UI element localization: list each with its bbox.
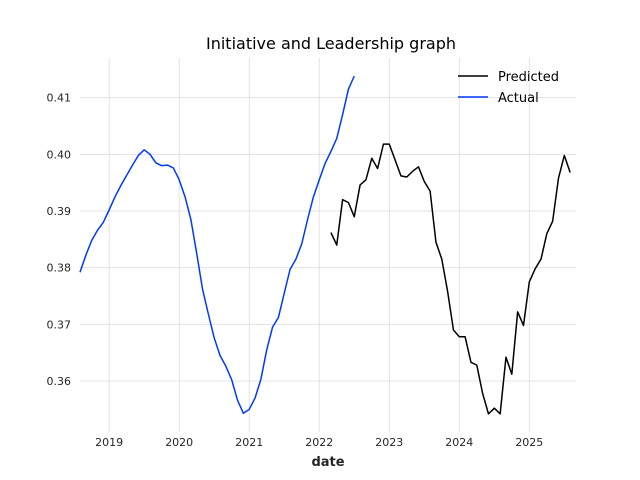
y-axis-ticks: 0.36 0.37 0.38 0.39 0.40 0.41 bbox=[47, 92, 72, 388]
x-tick-label: 2021 bbox=[235, 436, 263, 449]
x-tick-label: 2023 bbox=[375, 436, 403, 449]
legend: Predicted Actual bbox=[458, 70, 559, 106]
y-tick-label: 0.37 bbox=[47, 318, 72, 331]
legend-label-actual: Actual bbox=[498, 91, 539, 106]
x-tick-label: 2025 bbox=[515, 436, 543, 449]
x-axis-ticks: 2019 2020 2021 2022 2023 2024 2025 bbox=[95, 436, 543, 449]
x-tick-label: 2022 bbox=[305, 436, 333, 449]
y-tick-label: 0.36 bbox=[47, 375, 72, 388]
x-axis-label: date bbox=[311, 455, 344, 470]
x-tick-label: 2020 bbox=[165, 436, 193, 449]
series-line-actual bbox=[79, 75, 355, 415]
y-tick-label: 0.38 bbox=[47, 262, 72, 275]
y-tick-label: 0.41 bbox=[47, 92, 72, 105]
y-tick-label: 0.39 bbox=[47, 205, 72, 218]
legend-label-predicted: Predicted bbox=[498, 70, 559, 85]
gridlines bbox=[80, 58, 576, 432]
series-line-predicted bbox=[330, 143, 571, 415]
x-tick-label: 2019 bbox=[95, 436, 123, 449]
chart-title: Initiative and Leadership graph bbox=[206, 34, 456, 53]
series-lines bbox=[79, 75, 571, 415]
x-tick-label: 2024 bbox=[445, 436, 473, 449]
y-tick-label: 0.40 bbox=[47, 148, 72, 161]
